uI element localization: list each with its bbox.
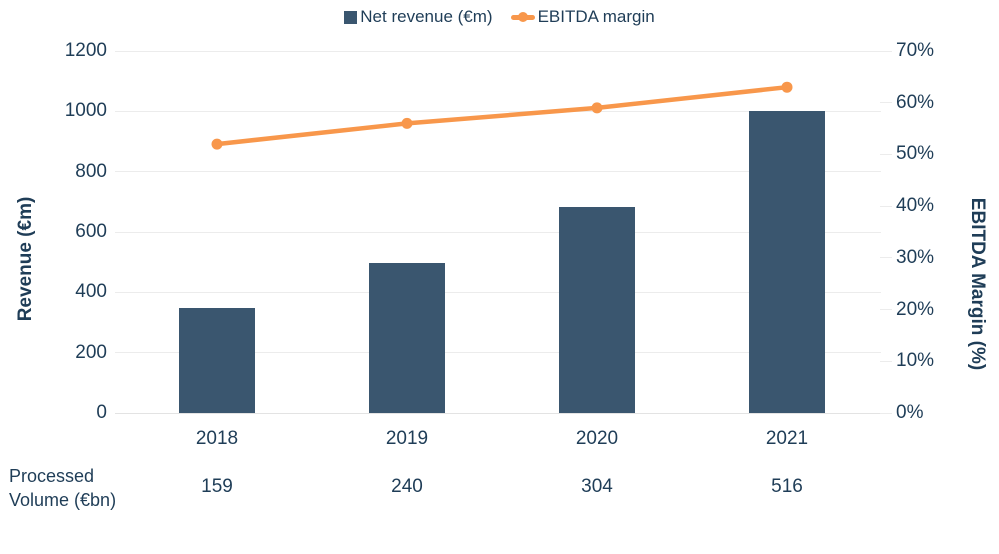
ebitda-dot-icon (517, 12, 528, 22)
gridline-800 (115, 171, 881, 173)
left-tick-400: 400 (75, 281, 107, 303)
gridline-400 (115, 291, 881, 293)
legend-label-ebitda-margin: EBITDA margin (537, 7, 655, 26)
right-tick-0%: 0% (896, 402, 924, 423)
right-tick-40%: 40% (896, 195, 935, 217)
right-tick-50%: 50% (896, 143, 935, 165)
legend-item-net-revenue: Net revenue (€m) (344, 7, 493, 27)
x-label-2019: 2019 (385, 428, 429, 449)
legend-label-net-revenue: Net revenue (€m) (360, 7, 493, 26)
gridline-1200 (115, 50, 881, 52)
right-tick-mark-70% (880, 50, 892, 52)
right-tick-mark-0% (880, 412, 892, 414)
x-axis-line (115, 412, 881, 414)
ebitda-margin-line (214, 84, 790, 147)
x-label-2020: 2020 (575, 428, 619, 449)
processed-volume-label-line1: Processed (9, 466, 95, 486)
right-tick-mark-40% (880, 205, 892, 207)
line-point-2019 (401, 117, 413, 129)
right-tick-mark-10% (880, 360, 892, 362)
processed-volume-value-2019: 240 (391, 476, 423, 497)
left-tick-600: 600 (75, 221, 107, 242)
left-axis-title: Revenue (€m) (15, 196, 36, 322)
right-axis-title: EBITDA Margin (%) (967, 197, 988, 371)
right-tick-mark-30% (880, 257, 892, 259)
right-tick-10%: 10% (896, 350, 935, 372)
right-tick-30%: 30% (896, 246, 935, 268)
left-tick-0: 0 (96, 402, 107, 423)
gridline-200 (115, 352, 881, 354)
processed-volume-value-2018: 159 (201, 476, 233, 497)
processed-volume-row-label: Processed Volume (€bn) (9, 464, 116, 512)
chart-legend: Net revenue (€m) EBITDA margin (0, 7, 999, 27)
bar-2018 (179, 307, 255, 413)
processed-volume-value-2020: 304 (581, 476, 613, 497)
ebitda-line-marker-icon (510, 12, 535, 22)
line-point-2021 (781, 81, 793, 93)
right-tick-70%: 70% (896, 40, 935, 61)
left-tick-200: 200 (75, 341, 107, 363)
line-point-2018 (211, 138, 223, 150)
left-tick-1000: 1000 (64, 100, 107, 122)
bar-2021 (749, 111, 825, 413)
bar-2019 (369, 263, 445, 413)
x-label-2018: 2018 (195, 428, 239, 449)
right-tick-60%: 60% (896, 91, 935, 113)
right-tick-mark-20% (880, 309, 892, 311)
net-revenue-swatch-icon (344, 10, 358, 24)
left-tick-800: 800 (75, 160, 107, 182)
right-tick-mark-50% (880, 153, 892, 155)
gridline-600 (115, 231, 881, 233)
processed-volume-value-2021: 516 (771, 476, 803, 497)
processed-volume-label-line2: Volume (€bn) (9, 490, 117, 510)
right-tick-20%: 20% (896, 298, 935, 320)
x-label-2021: 2021 (765, 428, 809, 449)
left-tick-1200: 1200 (64, 40, 107, 61)
right-tick-mark-60% (880, 102, 892, 104)
bar-2020 (559, 206, 635, 413)
legend-item-ebitda-margin: EBITDA margin (510, 7, 655, 27)
